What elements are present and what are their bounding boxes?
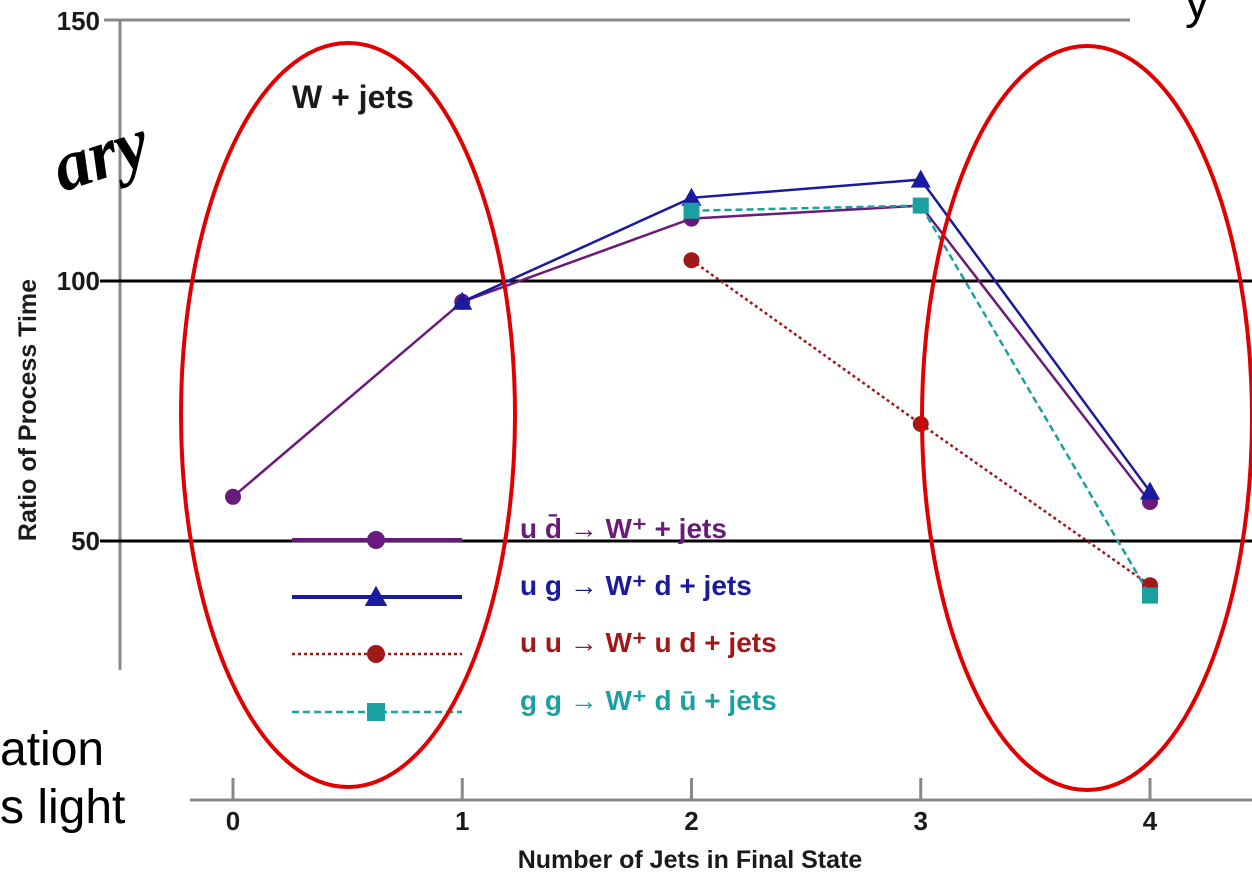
plot-frame [104, 18, 1252, 802]
overlay-text-line2: s light [0, 781, 125, 834]
series-point [912, 197, 929, 214]
legend-swatch-marker [367, 531, 385, 549]
series-line-0 [232, 204, 1151, 503]
x-tick-label: 3 [914, 806, 928, 836]
y-tick-labels: 50 100 150 [57, 6, 100, 556]
series-point [1142, 587, 1158, 604]
legend-entry-label: g g → W⁺ d ū + jets [520, 685, 777, 716]
series-point [452, 291, 473, 310]
series-point [910, 169, 931, 188]
series-0 [225, 197, 1158, 510]
legend: u d̄ → W⁺ + jets u g → W⁺ d + jets u u → W… [292, 513, 777, 721]
y-tick-label: 100 [57, 266, 100, 296]
x-tick-label: 0 [226, 806, 240, 836]
series-point [1140, 481, 1160, 500]
x-tick-label: 2 [684, 806, 698, 836]
legend-entry-label: u u → W⁺ u d + jets [520, 627, 777, 658]
y-axis-title: Ratio of Process Time [14, 279, 42, 541]
highlight-ellipse-left [179, 41, 517, 789]
legend-entry-label: u d̄ → W⁺ + jets [520, 513, 727, 544]
series-1 [452, 169, 1160, 500]
series-point [681, 187, 702, 206]
legend-swatch-marker [367, 645, 385, 663]
legend-swatch-marker [367, 703, 385, 721]
y-tick-label: 150 [57, 6, 100, 36]
x-axis-title: Number of Jets in Final State [518, 846, 863, 874]
y-tick-label: 50 [71, 526, 100, 556]
series-point [683, 252, 700, 269]
series-layer [225, 169, 1160, 604]
overlay-text-top-right: y [1185, 0, 1209, 29]
x-tick-label: 1 [455, 806, 469, 836]
legend-entry-label: u g → W⁺ d + jets [520, 570, 752, 601]
series-line-2 [690, 259, 1151, 587]
series-line-1 [461, 178, 1152, 493]
x-tick-labels: 0 1 2 3 4 [226, 778, 1158, 836]
series-3 [683, 197, 1158, 604]
x-tick-label: 4 [1143, 806, 1158, 836]
legend-swatch-marker [364, 585, 388, 606]
series-point [683, 202, 700, 219]
series-line-3 [691, 204, 1152, 597]
highlight-ellipse-right [920, 44, 1252, 792]
overlay-text-line1: ation [0, 723, 104, 776]
series-point [225, 488, 241, 505]
overlay-text-top: ary [42, 101, 159, 207]
chart-title: W + jets [292, 79, 414, 115]
